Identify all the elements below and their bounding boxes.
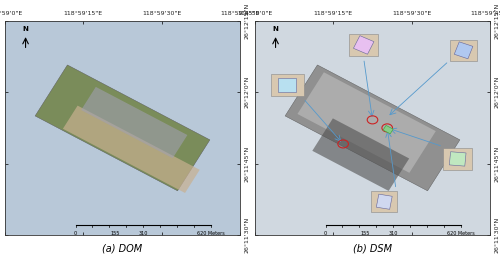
- FancyBboxPatch shape: [372, 191, 397, 212]
- Text: (a) DOM: (a) DOM: [102, 243, 142, 253]
- Text: 620 Meters: 620 Meters: [197, 231, 224, 236]
- Polygon shape: [285, 65, 460, 191]
- FancyBboxPatch shape: [450, 40, 477, 61]
- Text: 620 Meters: 620 Meters: [447, 231, 474, 236]
- Text: 155: 155: [110, 231, 120, 236]
- Text: 0: 0: [324, 231, 327, 236]
- Bar: [383, 125, 393, 134]
- Text: (b) DSM: (b) DSM: [353, 243, 392, 253]
- Text: 155: 155: [360, 231, 370, 236]
- Text: N: N: [272, 26, 278, 32]
- Text: N: N: [22, 26, 28, 32]
- FancyBboxPatch shape: [349, 34, 378, 56]
- FancyBboxPatch shape: [270, 74, 304, 96]
- Polygon shape: [450, 152, 466, 166]
- Polygon shape: [298, 72, 436, 173]
- Polygon shape: [63, 106, 200, 193]
- Polygon shape: [81, 87, 188, 158]
- Text: 310: 310: [388, 231, 398, 236]
- FancyBboxPatch shape: [443, 148, 472, 170]
- Polygon shape: [35, 65, 210, 191]
- Polygon shape: [312, 118, 409, 191]
- Polygon shape: [454, 42, 473, 59]
- Polygon shape: [354, 36, 374, 54]
- Polygon shape: [376, 194, 392, 209]
- Text: 0: 0: [74, 231, 77, 236]
- Polygon shape: [278, 79, 296, 92]
- Text: 310: 310: [138, 231, 148, 236]
